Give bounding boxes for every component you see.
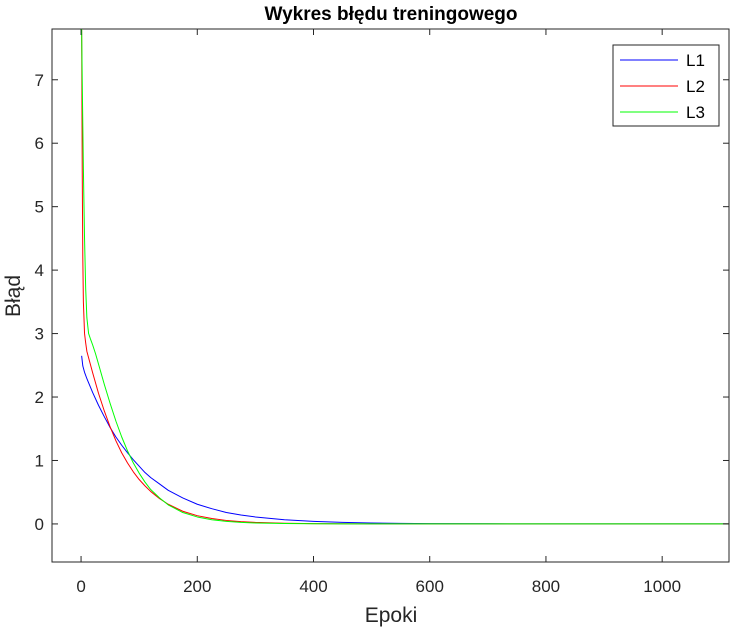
ticks-layer: 0 200 400 600 800 1000 0 1 2 3 4 5 6 7 [35, 29, 729, 596]
x-tick-label: 1000 [643, 577, 681, 596]
y-tick-label: 3 [35, 325, 44, 344]
legend-label-l3: L3 [686, 103, 705, 122]
y-tick-label: 0 [35, 515, 44, 534]
x-tick-label: 200 [183, 577, 211, 596]
y-tick-label: 6 [35, 134, 44, 153]
x-tick-label: 400 [299, 577, 327, 596]
x-axis-label: Epoki [365, 604, 418, 627]
series-layer [81, 29, 729, 525]
chart-title: Wykres błędu treningowego [264, 4, 517, 25]
legend: L1 L2 L3 [612, 44, 720, 127]
legend-items: L1 L2 L3 [620, 51, 705, 122]
legend-label-l1: L1 [686, 51, 705, 70]
x-tick-label: 800 [532, 577, 560, 596]
series-line-l3 [81, 29, 729, 525]
y-tick-label: 7 [35, 71, 44, 90]
y-tick-label: 2 [35, 388, 44, 407]
y-axis-label: Błąd [2, 275, 25, 317]
legend-label-l2: L2 [686, 77, 705, 96]
y-tick-label: 5 [35, 198, 44, 217]
y-tick-label: 1 [35, 451, 44, 470]
x-tick-label: 0 [76, 577, 85, 596]
x-tick-label: 600 [416, 577, 444, 596]
y-tick-label: 4 [35, 261, 44, 280]
